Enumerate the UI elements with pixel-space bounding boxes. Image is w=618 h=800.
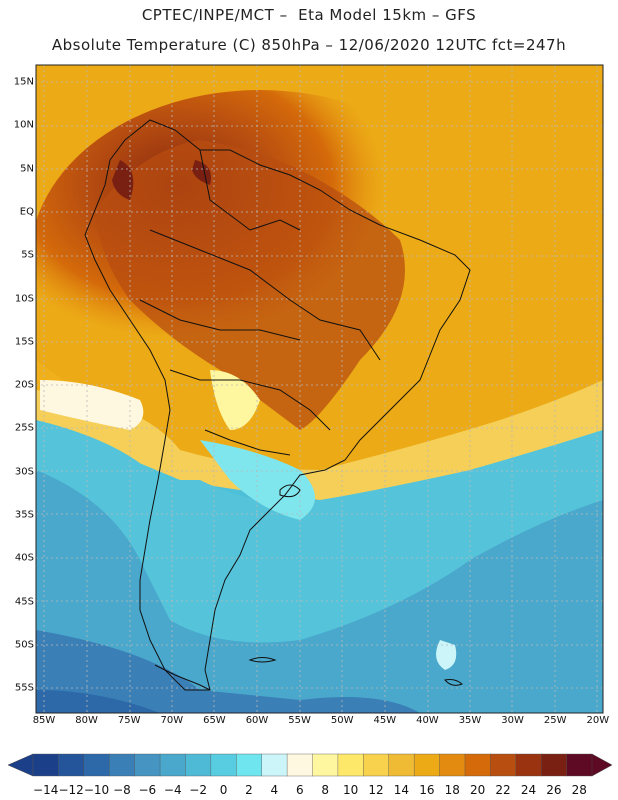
title-line-1: CPTEC/INPE/MCT – Eta Model 15km – GFS (141, 6, 477, 24)
colorbar-swatch (83, 753, 110, 777)
lat-label: 40S (14, 552, 34, 564)
colorbar-swatch (185, 753, 212, 777)
colorbar-swatch (388, 753, 415, 777)
colorbar-swatch (159, 753, 186, 777)
colorbar-label: 10 (342, 783, 359, 797)
colorbar-label: 22 (495, 783, 511, 797)
lat-label: 5S (21, 249, 34, 261)
lon-label: 35W (458, 715, 482, 726)
colorbar-label: 16 (419, 783, 435, 797)
colorbar-arrow-low (7, 753, 34, 777)
colorbar (7, 753, 613, 777)
lon-label: 85W (32, 715, 56, 726)
colorbar-label: 2 (245, 783, 253, 797)
colorbar-label: 28 (571, 783, 587, 797)
colorbar-swatch (566, 753, 593, 777)
lon-label: 75W (117, 715, 141, 726)
colorbar-swatch (464, 753, 491, 777)
lon-label: 25W (543, 715, 567, 726)
colorbar-swatch (515, 753, 542, 777)
lon-label: 40W (416, 715, 439, 726)
colorbar-swatch (312, 753, 339, 777)
lon-label: 80W (75, 715, 98, 726)
colorbar-swatch (134, 753, 161, 777)
title-line-2: Absolute Temperature (C) 850hPa – 12/06/… (51, 36, 567, 54)
lat-label: EQ (19, 206, 34, 218)
lon-label: 20W (586, 715, 610, 726)
colorbar-swatch (337, 753, 364, 777)
colorbar-swatch (58, 753, 85, 777)
lon-label: 65W (203, 715, 226, 726)
map-frame (35, 64, 604, 714)
colorbar-label: 8 (321, 783, 330, 797)
lon-label: 50W (330, 715, 354, 726)
colorbar-label: −10 (83, 783, 110, 797)
colorbar-label: 4 (270, 783, 279, 797)
colorbar-label: 26 (546, 783, 562, 797)
lat-label: 25S (14, 422, 34, 434)
colorbar-arrow-high (591, 753, 613, 777)
colorbar-label: −12 (58, 783, 84, 797)
lat-label: 20S (14, 379, 34, 391)
coastlines (84, 119, 471, 691)
lat-label: 5N (20, 163, 34, 175)
lat-label: 10N (13, 119, 34, 131)
colorbar-swatch (109, 753, 136, 777)
colorbar-swatch (490, 753, 517, 777)
lat-label: 10S (14, 293, 34, 304)
lon-label: 60W (245, 715, 269, 726)
lat-label: 30S (14, 466, 34, 478)
colorbar-label: 18 (444, 783, 460, 797)
colorbar-label: 0 (219, 783, 228, 797)
colorbar-swatch (363, 753, 390, 777)
lat-label: 35S (14, 509, 34, 521)
colorbar-label: 24 (520, 783, 537, 797)
colorbar-swatch (286, 753, 314, 777)
lat-label: 50S (14, 639, 34, 651)
lat-label: 15S (14, 336, 34, 348)
lon-label: 30W (501, 715, 524, 726)
colorbar-label: −4 (163, 783, 182, 797)
lon-label: 55W (288, 715, 311, 726)
colorbar-label: 6 (295, 783, 304, 797)
lon-label: 70W (160, 715, 184, 726)
colorbar-swatch (540, 753, 568, 777)
colorbar-label: 12 (368, 783, 384, 797)
colorbar-swatch (236, 753, 263, 777)
lat-label: 55S (14, 682, 34, 694)
colorbar-swatch (32, 753, 59, 777)
colorbar-label: −2 (189, 783, 208, 797)
colorbar-swatch (413, 753, 441, 777)
lat-label: 15N (13, 76, 34, 88)
colorbar-label: 14 (393, 783, 410, 797)
colorbar-label: −14 (33, 783, 59, 797)
lat-label: 45S (14, 596, 34, 608)
lon-label: 45W (373, 715, 397, 726)
colorbar-label: −8 (113, 783, 131, 797)
graticule (36, 65, 603, 713)
colorbar-swatch (439, 753, 466, 777)
colorbar-swatch (261, 753, 288, 777)
colorbar-label: −6 (138, 783, 157, 797)
temperature-field (36, 65, 603, 713)
colorbar-swatch (210, 753, 237, 777)
colorbar-label: 20 (470, 783, 486, 797)
